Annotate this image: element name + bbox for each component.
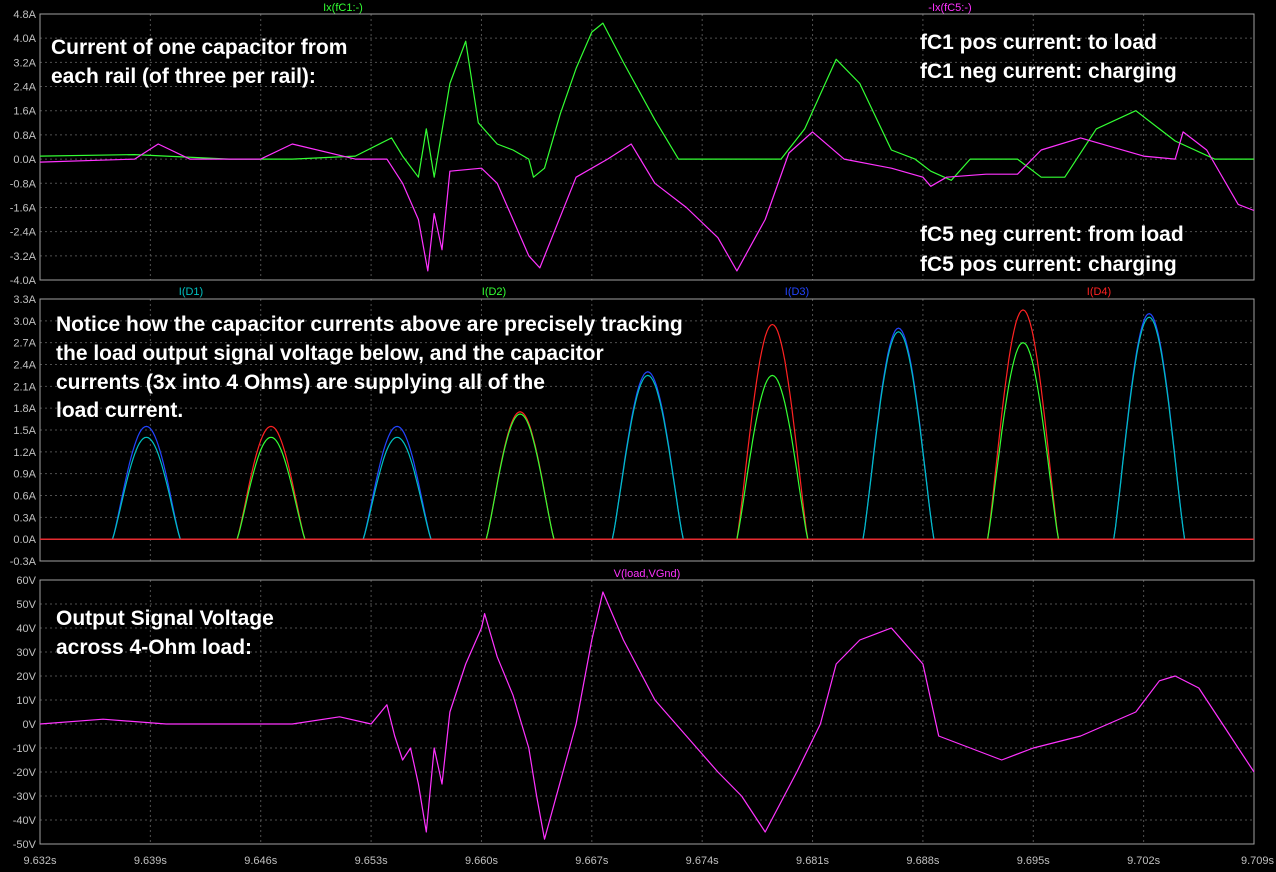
pulse-i-d1-[interactable] (362, 436, 432, 540)
y-tick-label: 1.5A (13, 425, 36, 437)
y-tick-label: 0.6A (13, 491, 36, 503)
x-axis-tick-labels: 9.632s 9.639s 9.646s 9.653s 9.660s 9.667s 9.67… (23, 855, 1274, 867)
y-tick-label: -20V (13, 767, 37, 779)
y-tick-label: -40V (13, 815, 37, 827)
y-tick-label: -1.6A (10, 202, 37, 214)
annotation-fc1-neg: fC1 neg current: charging (920, 60, 1177, 83)
x-tick-label: 9.639s (134, 855, 168, 867)
y-tick-label: -10V (13, 743, 37, 755)
y-tick-label: 50V (16, 599, 36, 611)
y-tick-label: 2.1A (13, 381, 36, 393)
y-tick-label: 0.0A (13, 154, 36, 166)
annotation-title-line1: Current of one capacitor from (51, 36, 347, 59)
y-tick-label: -4.0A (10, 275, 37, 287)
y-tick-label: 1.2A (13, 447, 36, 459)
annotation-notice-line3: currents (3x into 4 Ohms) are supplying … (56, 371, 545, 394)
panel-frame (39, 579, 1255, 845)
y-tick-label: 4.0A (13, 33, 36, 45)
y-tick-label: 0.8A (13, 130, 36, 142)
annotation-notice-line4: load current. (56, 399, 183, 422)
x-tick-label: 9.667s (575, 855, 609, 867)
pulse-i-d2-[interactable] (485, 413, 555, 540)
pulse-i-d1-[interactable] (862, 331, 935, 540)
pulse-i-d3-[interactable] (362, 425, 432, 540)
trace-ix-fc1-[interactable] (39, 22, 1254, 181)
pulse-i-d4-[interactable] (736, 323, 809, 540)
trace-label-id1[interactable]: I(D1) (179, 286, 203, 298)
y-tick-label: -50V (13, 839, 37, 851)
trace-label-id3[interactable]: I(D3) (785, 286, 809, 298)
x-tick-label: 9.709s (1241, 855, 1275, 867)
y-tick-label: 2.7A (13, 338, 36, 350)
y-tick-label: 0.9A (13, 469, 36, 481)
y-tick-label: 0.3A (13, 512, 36, 524)
pulse-i-d2-[interactable] (987, 342, 1060, 540)
y-tick-label: 1.8A (13, 403, 36, 415)
trace-label-id4[interactable]: I(D4) (1087, 286, 1111, 298)
annotation-fc1-pos: fC1 pos current: to load (920, 31, 1157, 54)
y-tick-label: 60V (16, 575, 36, 587)
y-tick-label: 3.0A (13, 316, 36, 328)
y-tick-label: 4.8A (13, 9, 36, 21)
y-tick-label: 1.6A (13, 106, 36, 118)
trace-v-load-vgnd-[interactable] (39, 591, 1255, 840)
pulse-i-d1-[interactable] (1113, 316, 1186, 540)
x-tick-label: 9.632s (23, 855, 57, 867)
output-voltage-panel: -50V -40V -30V -20V -10V 0V 10V 20V 30V 40V 50V 60V… (13, 568, 1255, 851)
y-tick-label: 20V (16, 671, 36, 683)
x-tick-label: 9.674s (686, 855, 720, 867)
x-tick-label: 9.695s (1017, 855, 1051, 867)
y-tick-label: 40V (16, 623, 36, 635)
y-tick-label: 30V (16, 647, 36, 659)
trace-label-id2[interactable]: I(D2) (482, 286, 506, 298)
x-tick-label: 9.681s (796, 855, 830, 867)
pulse-i-d2-[interactable] (736, 374, 809, 540)
pulse-i-d1-[interactable] (611, 374, 684, 540)
panel-frame (39, 13, 1255, 281)
annotation-output-line1: Output Signal Voltage (56, 607, 274, 630)
y-tick-label: 0V (23, 719, 37, 731)
pulse-i-d2-[interactable] (236, 436, 306, 540)
x-tick-label: 9.653s (355, 855, 389, 867)
diode-current-panel: -0.3A 0.0A 0.3A 0.6A 0.9A 1.2A 1.5A 1.8A 2.1A 2.4… (10, 286, 1255, 568)
y-tick-label: -2.4A (10, 227, 37, 239)
annotation-notice-line1: Notice how the capacitor currents above … (56, 313, 683, 336)
x-tick-label: 9.660s (465, 855, 499, 867)
y-tick-label: 2.4A (13, 82, 36, 94)
y-tick-label: 2.4A (13, 360, 36, 372)
y-tick-label: 3.3A (13, 294, 36, 306)
capacitor-current-panel: -4.0A -3.2A -2.4A -1.6A -0.8A 0.0A 0.8A 1.6A 2.4… (10, 2, 1255, 287)
y-tick-label: -0.8A (10, 178, 37, 190)
pulse-i-d4-[interactable] (987, 309, 1060, 540)
trace-label-ix-fc5[interactable]: -Ix(fC5:-) (928, 2, 971, 14)
trace-label-ix-fc1[interactable]: Ix(fC1:-) (323, 2, 363, 14)
y-tick-label: -30V (13, 791, 37, 803)
pulse-i-d1-[interactable] (111, 436, 181, 540)
y-tick-label: 10V (16, 695, 36, 707)
x-tick-label: 9.702s (1127, 855, 1161, 867)
annotation-notice-line2: the load output signal voltage below, an… (56, 342, 604, 365)
pulse-i-d3-[interactable] (111, 425, 181, 540)
x-tick-label: 9.688s (906, 855, 940, 867)
y-tick-label: -0.3A (10, 556, 37, 568)
y-tick-label: 3.2A (13, 57, 36, 69)
annotation-fc5-pos: fC5 pos current: charging (920, 253, 1177, 276)
annotation-title-line2: each rail (of three per rail): (51, 65, 316, 88)
pulse-i-d4-[interactable] (236, 425, 306, 540)
x-tick-label: 9.646s (244, 855, 278, 867)
trace-label-vload[interactable]: V(load,VGnd) (614, 568, 681, 580)
y-tick-label: -3.2A (10, 251, 37, 263)
trace--ix-fc5-[interactable] (39, 131, 1255, 272)
annotation-output-line2: across 4-Ohm load: (56, 636, 252, 659)
panel-frame (39, 298, 1255, 562)
y-tick-label: 0.0A (13, 534, 36, 546)
annotation-fc5-neg: fC5 neg current: from load (920, 223, 1184, 246)
